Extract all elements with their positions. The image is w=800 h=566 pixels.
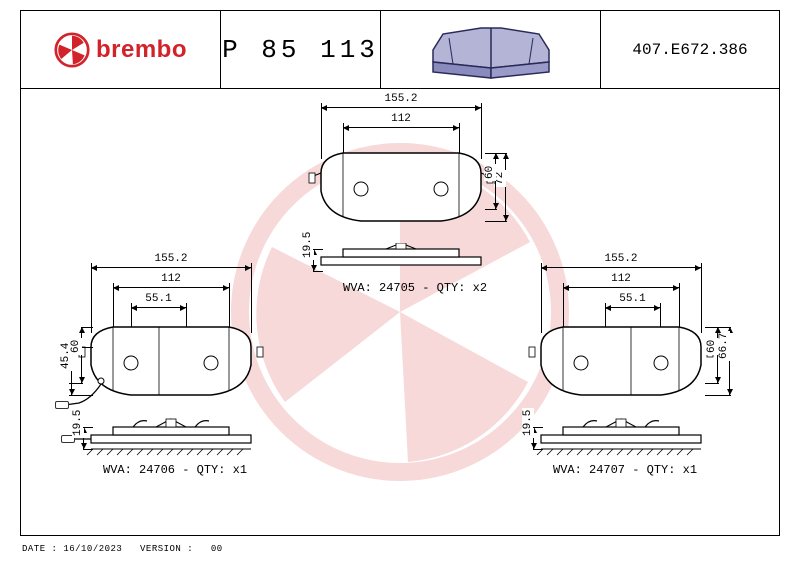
pad-side-icon (521, 417, 731, 457)
header-cell-reference: 407.E672.386 (601, 11, 779, 88)
header-cell-logo: brembo (21, 11, 221, 88)
dim-label: 55.1 (143, 293, 173, 305)
dim-right-inner-width: 112 (563, 287, 679, 288)
header-row: brembo P 85 113 407.E672.386 (21, 11, 779, 89)
brembo-logo: brembo (54, 32, 187, 68)
part-number: P 85 113 (222, 35, 379, 65)
dim-label: 112 (609, 273, 633, 285)
wva-label-right: WVA: 24707 - QTY: x1 (553, 463, 697, 477)
dim-left-inner-width: 112 (113, 287, 229, 288)
pad-side-icon (61, 417, 281, 457)
dim-label: 155.2 (382, 93, 419, 105)
wear-sensor-connector-icon (55, 401, 69, 409)
footer-date: 16/10/2023 (63, 544, 122, 554)
dim-label: 112 (159, 273, 183, 285)
dim-right-height-inner: 60 (717, 327, 718, 383)
dim-label: 155.2 (152, 253, 189, 265)
dim-label: 155.2 (602, 253, 639, 265)
dim-top-plate-height: 19.5 (313, 249, 314, 271)
dim-top-height-outer: 72 (505, 153, 506, 221)
header-cell-illustration (381, 11, 601, 88)
dim-label: 60 (484, 164, 496, 181)
pad-side-icon (301, 243, 501, 277)
footer-version: 00 (211, 544, 223, 554)
dim-left-plate-height: 19.5 (83, 427, 84, 449)
dim-right-slot-width: 55.1 (605, 307, 660, 308)
footer-text: DATE : 16/10/2023 VERSION : 00 (22, 544, 223, 554)
brembo-logo-icon (54, 32, 90, 68)
dim-label: 19.5 (522, 408, 534, 438)
pad-front-icon (61, 321, 281, 411)
dim-right-overall-width: 155.2 (541, 267, 701, 268)
wva-label-top: WVA: 24705 - QTY: x2 (343, 281, 487, 295)
dim-top-overall-width: 155.2 (321, 107, 481, 108)
dim-top-height-inner: 60 (495, 153, 496, 209)
brand-text: brembo (96, 36, 187, 64)
drawing-area: 155.2 112 72 (21, 89, 779, 535)
footer-date-label: DATE : (22, 544, 57, 554)
dim-label: 60 (70, 338, 82, 355)
dim-left-overall-width: 155.2 (91, 267, 251, 268)
brake-pad-3d-icon (421, 20, 561, 80)
dim-left-height-inner: 60 (81, 327, 82, 383)
wva-label-left: WVA: 24706 - QTY: x1 (103, 463, 247, 477)
dim-label: 60 (706, 338, 718, 355)
dim-label: 19.5 (72, 408, 84, 438)
dim-right-height-outer: 66.7 (729, 327, 730, 395)
pad-front-icon (301, 147, 501, 237)
dim-left-slot-width: 55.1 (131, 307, 186, 308)
header-cell-part-number: P 85 113 (221, 11, 381, 88)
pad-front-icon (521, 321, 731, 411)
dim-label: 112 (389, 113, 413, 125)
dim-label: 66.7 (718, 331, 730, 361)
reference-code: 407.E672.386 (632, 41, 747, 59)
dim-right-plate-height: 19.5 (533, 427, 534, 449)
datasheet-frame: brembo P 85 113 407.E672.386 (20, 10, 780, 536)
footer-version-label: VERSION : (140, 544, 193, 554)
dim-label: 55.1 (617, 293, 647, 305)
dim-top-inner-width: 112 (343, 127, 459, 128)
dim-label: 19.5 (302, 230, 314, 260)
